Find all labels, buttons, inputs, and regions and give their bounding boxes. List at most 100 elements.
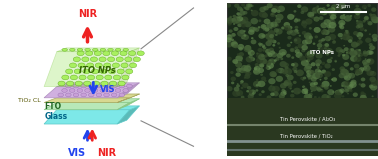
- Ellipse shape: [294, 46, 298, 50]
- Text: VIS: VIS: [68, 148, 86, 158]
- Ellipse shape: [119, 93, 125, 97]
- Ellipse shape: [294, 19, 298, 23]
- Ellipse shape: [290, 94, 294, 97]
- Ellipse shape: [277, 68, 284, 73]
- Ellipse shape: [345, 30, 349, 33]
- Ellipse shape: [137, 51, 144, 56]
- Ellipse shape: [115, 48, 121, 51]
- Ellipse shape: [266, 22, 274, 28]
- Ellipse shape: [341, 38, 343, 39]
- Ellipse shape: [342, 54, 345, 57]
- Ellipse shape: [78, 63, 85, 68]
- Ellipse shape: [262, 13, 268, 18]
- Ellipse shape: [372, 17, 378, 23]
- Ellipse shape: [105, 75, 112, 80]
- Polygon shape: [57, 83, 139, 87]
- Ellipse shape: [370, 71, 376, 76]
- Polygon shape: [44, 98, 130, 103]
- Ellipse shape: [92, 89, 98, 92]
- Ellipse shape: [112, 84, 117, 88]
- Ellipse shape: [241, 3, 245, 7]
- Ellipse shape: [75, 81, 82, 86]
- Ellipse shape: [239, 68, 245, 73]
- Ellipse shape: [314, 35, 318, 38]
- Ellipse shape: [295, 18, 298, 20]
- Ellipse shape: [262, 46, 265, 48]
- Ellipse shape: [231, 38, 234, 41]
- Ellipse shape: [365, 58, 367, 60]
- Ellipse shape: [299, 55, 306, 61]
- Ellipse shape: [371, 46, 374, 49]
- Ellipse shape: [104, 63, 111, 68]
- Ellipse shape: [326, 48, 333, 54]
- Ellipse shape: [240, 82, 243, 84]
- Ellipse shape: [104, 84, 109, 88]
- Ellipse shape: [234, 61, 238, 64]
- Ellipse shape: [330, 57, 333, 59]
- Ellipse shape: [328, 34, 336, 40]
- Ellipse shape: [350, 80, 356, 85]
- Ellipse shape: [277, 6, 285, 12]
- Ellipse shape: [332, 77, 337, 82]
- Ellipse shape: [345, 30, 348, 32]
- Ellipse shape: [236, 67, 242, 72]
- Ellipse shape: [315, 69, 321, 74]
- Ellipse shape: [272, 93, 274, 95]
- Ellipse shape: [350, 51, 358, 57]
- Ellipse shape: [348, 39, 352, 43]
- Ellipse shape: [233, 23, 235, 25]
- Ellipse shape: [70, 89, 75, 92]
- Ellipse shape: [361, 91, 364, 95]
- Ellipse shape: [265, 61, 271, 66]
- Ellipse shape: [125, 57, 132, 62]
- Ellipse shape: [313, 8, 315, 10]
- Ellipse shape: [290, 42, 292, 43]
- Ellipse shape: [357, 40, 363, 45]
- Ellipse shape: [271, 8, 277, 13]
- Ellipse shape: [233, 44, 238, 48]
- Ellipse shape: [318, 70, 322, 73]
- Ellipse shape: [351, 41, 358, 48]
- Ellipse shape: [284, 63, 289, 67]
- Ellipse shape: [277, 10, 280, 13]
- Ellipse shape: [96, 75, 103, 80]
- Ellipse shape: [356, 32, 363, 38]
- Ellipse shape: [304, 32, 312, 39]
- Ellipse shape: [241, 36, 245, 39]
- Polygon shape: [57, 48, 139, 52]
- Ellipse shape: [304, 66, 311, 72]
- Ellipse shape: [265, 41, 272, 46]
- Ellipse shape: [301, 6, 308, 12]
- Text: FTO: FTO: [45, 102, 62, 111]
- Ellipse shape: [240, 8, 243, 11]
- Ellipse shape: [353, 93, 358, 97]
- Ellipse shape: [66, 69, 73, 74]
- Ellipse shape: [327, 4, 330, 7]
- Ellipse shape: [335, 61, 337, 62]
- Ellipse shape: [272, 44, 275, 47]
- Ellipse shape: [312, 7, 320, 14]
- Ellipse shape: [123, 48, 129, 51]
- Ellipse shape: [369, 51, 374, 55]
- Ellipse shape: [367, 50, 372, 55]
- Ellipse shape: [297, 4, 302, 8]
- Ellipse shape: [313, 42, 315, 45]
- Ellipse shape: [362, 5, 367, 9]
- Ellipse shape: [259, 93, 262, 96]
- Text: TiO₂ CL: TiO₂ CL: [18, 98, 41, 103]
- Ellipse shape: [313, 9, 317, 13]
- Ellipse shape: [99, 57, 106, 62]
- Ellipse shape: [333, 40, 336, 43]
- Ellipse shape: [243, 68, 250, 74]
- Ellipse shape: [265, 33, 272, 39]
- Ellipse shape: [249, 91, 254, 96]
- Ellipse shape: [293, 62, 298, 67]
- Ellipse shape: [258, 42, 262, 45]
- Ellipse shape: [284, 22, 290, 28]
- Ellipse shape: [267, 37, 274, 43]
- Ellipse shape: [300, 53, 302, 54]
- Ellipse shape: [115, 89, 121, 92]
- Ellipse shape: [312, 73, 320, 79]
- Ellipse shape: [316, 8, 319, 11]
- Ellipse shape: [283, 81, 289, 86]
